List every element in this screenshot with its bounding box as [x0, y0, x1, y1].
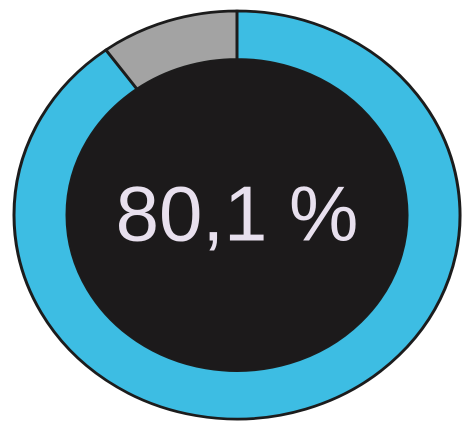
donut-hole: [67, 59, 407, 371]
center-label: 80,1 %: [116, 170, 359, 258]
donut: [12, 9, 462, 421]
